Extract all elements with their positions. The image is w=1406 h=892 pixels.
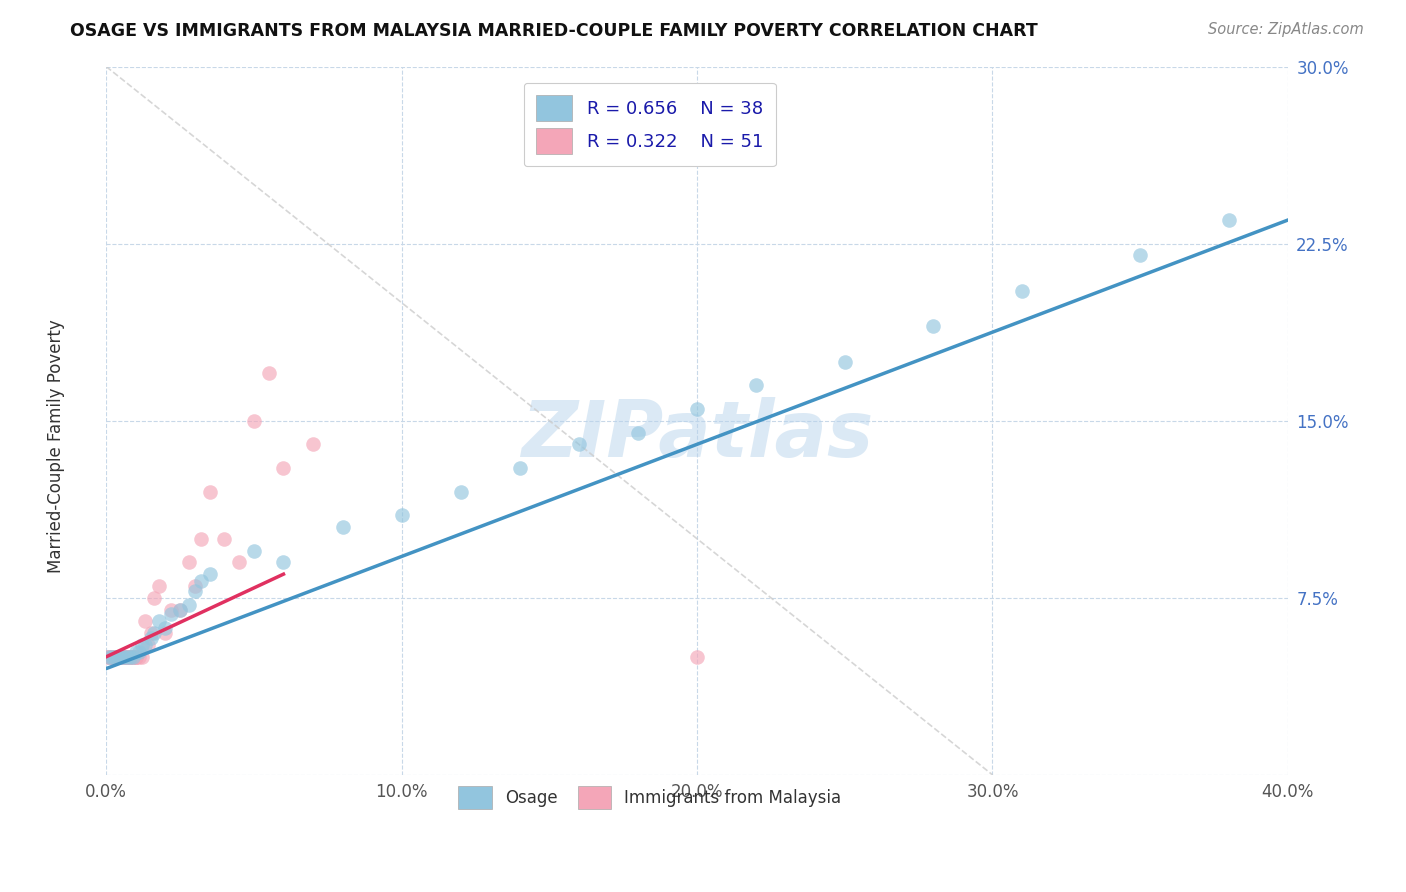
Point [110,649,132,664]
Point [118,649,141,664]
Point [118,649,141,664]
Point [177,555,200,569]
Point [686,401,709,416]
Point [1218,213,1240,227]
Point [128,645,150,659]
Point [121,649,143,664]
Point [107,649,129,664]
Point [257,367,280,381]
Point [136,638,159,652]
Point [115,649,138,664]
Point [107,649,129,664]
Point [148,615,170,629]
Point [134,638,156,652]
Point [131,638,153,652]
Point [160,607,183,622]
Point [134,615,156,629]
Point [125,649,148,664]
Point [115,649,138,664]
Point [125,649,148,664]
Point [131,649,153,664]
Point [184,579,207,593]
Point [169,602,191,616]
Point [243,543,266,558]
Point [302,437,325,451]
Point [177,598,200,612]
Point [104,649,127,664]
Point [112,649,135,664]
Point [121,649,143,664]
Point [142,626,165,640]
Point [128,649,150,664]
Text: Married-Couple Family Poverty: Married-Couple Family Poverty [48,319,65,573]
Point [568,437,591,451]
Point [155,626,177,640]
Point [509,461,531,475]
Point [125,649,148,664]
Legend: Osage, Immigrants from Malaysia: Osage, Immigrants from Malaysia [451,779,848,816]
Point [228,555,250,569]
Point [104,649,127,664]
Point [110,649,132,664]
Text: ZIPatlas: ZIPatlas [522,397,873,473]
Point [107,649,129,664]
Point [243,414,266,428]
Point [214,532,236,546]
Point [273,461,295,475]
Point [101,649,124,664]
Point [115,649,138,664]
Point [101,649,124,664]
Point [110,649,132,664]
Point [391,508,413,523]
Text: Source: ZipAtlas.com: Source: ZipAtlas.com [1208,22,1364,37]
Point [627,425,650,440]
Point [110,649,132,664]
Point [160,602,183,616]
Point [98,649,121,664]
Point [922,319,945,334]
Point [118,649,141,664]
Point [121,649,143,664]
Point [104,649,127,664]
Point [107,649,129,664]
Point [745,378,768,392]
Point [155,622,177,636]
Point [115,649,138,664]
Point [1129,248,1152,262]
Point [110,649,132,664]
Point [96,649,118,664]
Point [184,583,207,598]
Point [98,649,121,664]
Point [101,649,124,664]
Point [112,649,135,664]
Point [198,484,221,499]
Point [139,631,162,645]
Point [112,649,135,664]
Point [198,567,221,582]
Point [1011,284,1033,298]
Point [450,484,472,499]
Point [142,591,165,605]
Point [112,649,135,664]
Point [139,626,162,640]
Text: OSAGE VS IMMIGRANTS FROM MALAYSIA MARRIED-COUPLE FAMILY POVERTY CORRELATION CHAR: OSAGE VS IMMIGRANTS FROM MALAYSIA MARRIE… [70,22,1038,40]
Point [148,579,170,593]
Point [125,645,148,659]
Point [332,520,354,534]
Point [273,555,295,569]
Point [118,649,141,664]
Point [98,649,121,664]
Point [190,574,212,589]
Point [834,354,856,368]
Point [169,602,191,616]
Point [101,649,124,664]
Point [686,649,709,664]
Point [190,532,212,546]
Point [104,649,127,664]
